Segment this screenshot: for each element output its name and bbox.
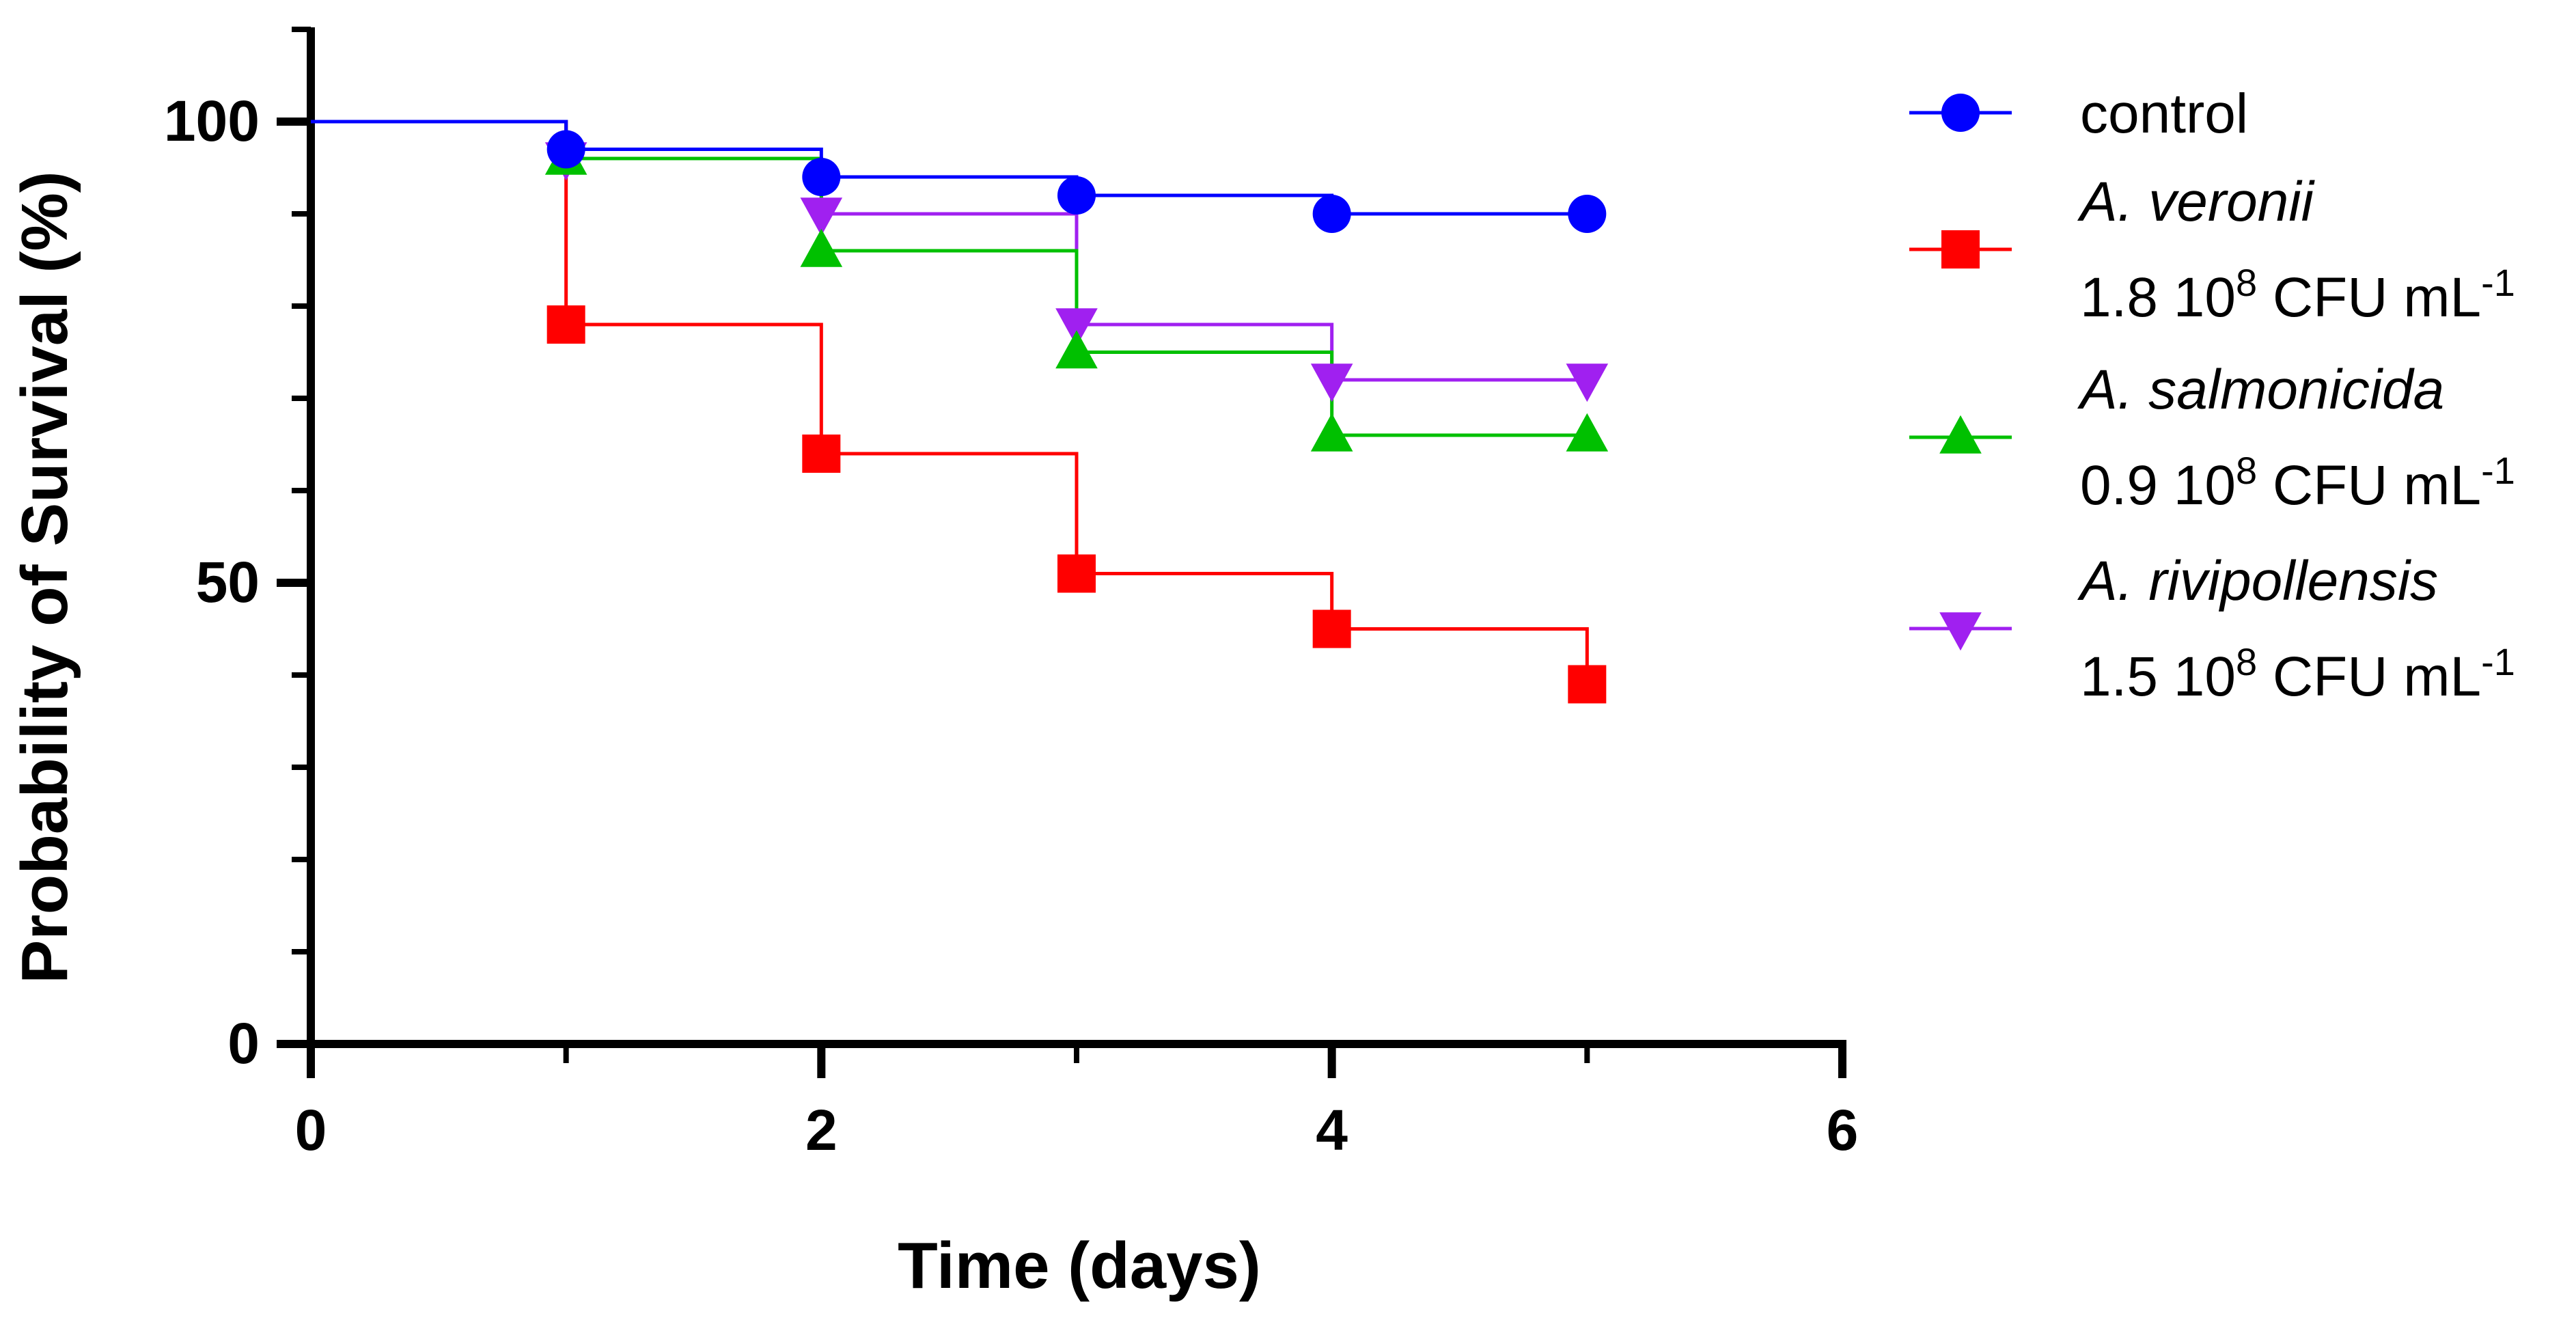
legend-detail: 1.8 108 CFU mL-1 (2080, 261, 2515, 329)
legend-label: A. veronii (2077, 171, 2316, 233)
legend-detail: 0.9 108 CFU mL-1 (2080, 449, 2515, 517)
data-point (1310, 413, 1353, 452)
y-tick-label: 0 (227, 1011, 260, 1075)
x-tick-label: 4 (1316, 1098, 1348, 1162)
legend-label: A. salmonicida (2077, 359, 2444, 421)
data-point (546, 305, 585, 344)
legend-label: control (2080, 83, 2248, 145)
legend-label: A. rivipollensis (2077, 550, 2438, 612)
data-point (1312, 609, 1351, 648)
y-tick-label: 50 (196, 550, 260, 614)
data-point (1566, 413, 1609, 452)
legend-marker (1941, 230, 1980, 269)
series-line-1 (311, 120, 1588, 216)
legend-detail: 1.5 108 CFU mL-1 (2080, 640, 2515, 708)
legend-marker (1939, 612, 1982, 651)
plot-area (311, 120, 1609, 704)
data-point (800, 228, 843, 267)
data-point (800, 197, 843, 236)
data-point (802, 158, 841, 196)
legend-marker (1939, 415, 1982, 454)
x-tick-label: 0 (295, 1098, 327, 1162)
axes: 0 50 100 0 2 4 6 (164, 27, 1859, 1162)
legend: control A. veronii 1.8 108 CFU mL-1 A. salm… (1909, 83, 2515, 708)
series-line-2 (311, 120, 1589, 685)
x-tick-label: 2 (805, 1098, 837, 1162)
y-tick-label: 100 (164, 89, 260, 153)
data-point (1055, 330, 1098, 369)
legend-marker (1941, 94, 1980, 132)
data-point (1055, 308, 1098, 347)
y-axis-label: Probability of Survival (%) (8, 171, 81, 984)
data-point (1312, 195, 1351, 233)
x-tick-label: 6 (1827, 1098, 1859, 1162)
data-point (1057, 554, 1096, 593)
x-axis-label: Time (days) (898, 1229, 1261, 1302)
data-point (802, 435, 841, 473)
data-point (1566, 363, 1609, 402)
data-point (546, 130, 585, 169)
series-line-3 (311, 120, 1588, 437)
data-point (1568, 665, 1607, 704)
data-point (1310, 363, 1353, 402)
data-point (1568, 195, 1607, 233)
data-point (1057, 176, 1096, 215)
